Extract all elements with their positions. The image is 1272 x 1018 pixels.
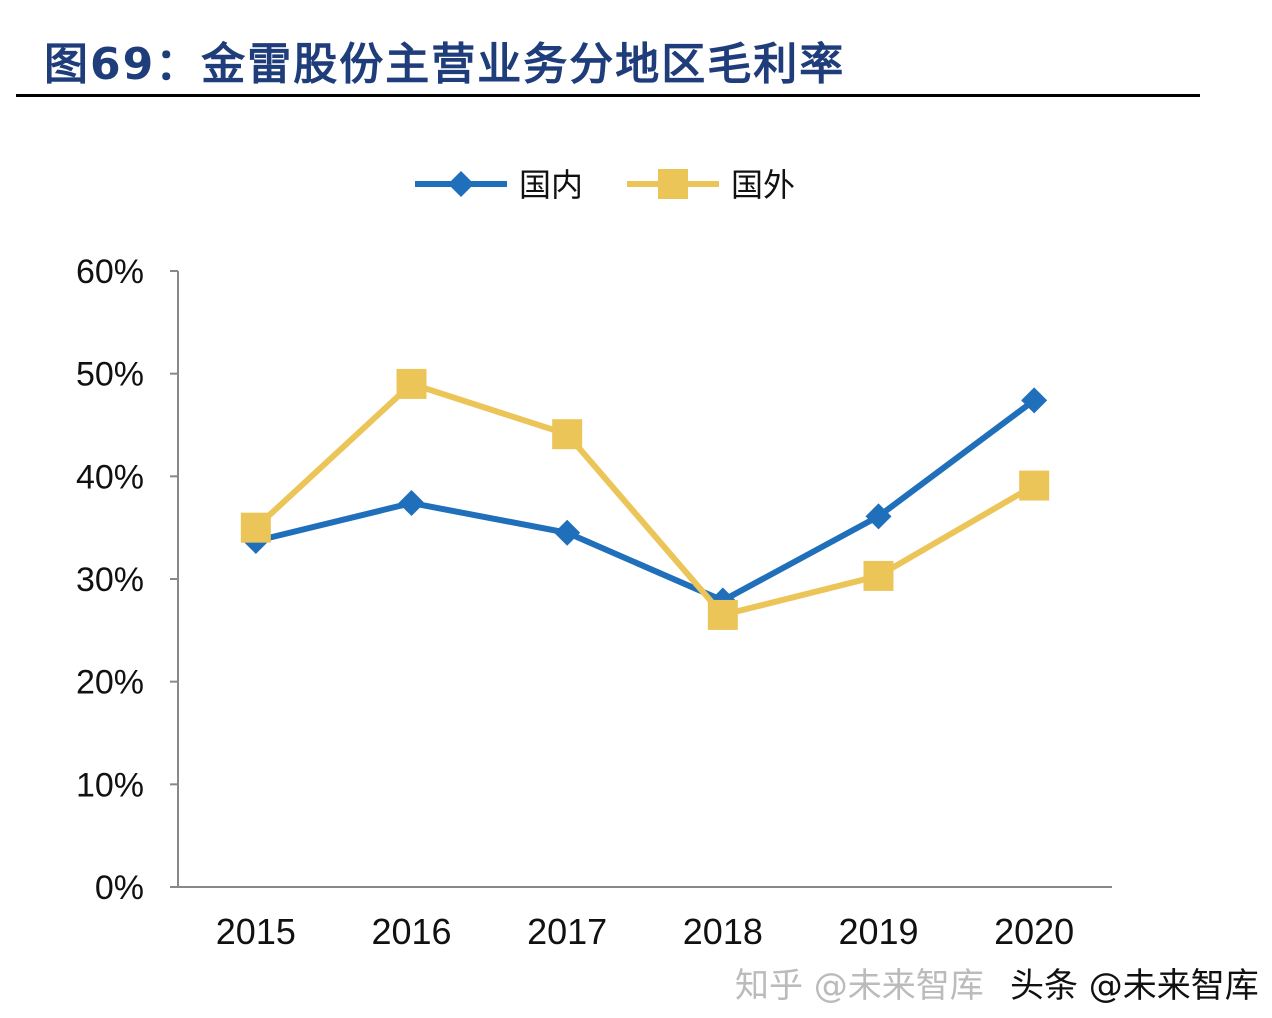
data-point-domestic — [865, 503, 892, 530]
y-tick-label: 20% — [76, 664, 144, 702]
title-rule — [16, 94, 1200, 97]
x-tick-label: 2020 — [994, 911, 1074, 952]
legend-item: 国外 — [627, 166, 795, 204]
data-point-overseas — [240, 512, 271, 543]
watermark-toutiao: 头条 @未来智库 — [1010, 966, 1259, 1006]
y-tick-label: 0% — [95, 869, 144, 907]
data-point-overseas — [863, 560, 894, 591]
data-point-overseas — [707, 599, 738, 630]
legend-label: 国内 — [519, 166, 583, 204]
legend-marker — [658, 169, 688, 199]
x-tick-label: 2019 — [838, 911, 918, 952]
legend-label: 国外 — [731, 166, 795, 204]
x-tick-label: 2018 — [683, 911, 763, 952]
data-point-overseas — [396, 368, 427, 399]
y-tick-label: 10% — [76, 766, 144, 804]
legend-marker — [448, 171, 474, 197]
series-line-overseas — [253, 380, 1036, 619]
data-point-domestic — [554, 519, 581, 546]
x-tick-label: 2017 — [527, 911, 607, 952]
y-tick-label: 40% — [76, 458, 144, 496]
data-point-domestic — [398, 490, 425, 517]
figure-title: 图69：金雷股份主营业务分地区毛利率 — [44, 39, 846, 90]
legend-item: 国内 — [415, 166, 583, 204]
y-tick-label: 50% — [76, 356, 144, 394]
y-tick-label: 30% — [76, 561, 144, 599]
data-point-overseas — [552, 419, 583, 450]
y-tick-label: 60% — [76, 253, 144, 291]
x-tick-label: 2016 — [371, 911, 451, 952]
series-line-domestic — [255, 397, 1036, 604]
watermark-zhihu: 知乎 @未来智库 — [735, 966, 984, 1006]
x-tick-label: 2015 — [216, 911, 296, 952]
data-point-domestic — [1021, 387, 1048, 414]
data-point-overseas — [1019, 470, 1050, 501]
